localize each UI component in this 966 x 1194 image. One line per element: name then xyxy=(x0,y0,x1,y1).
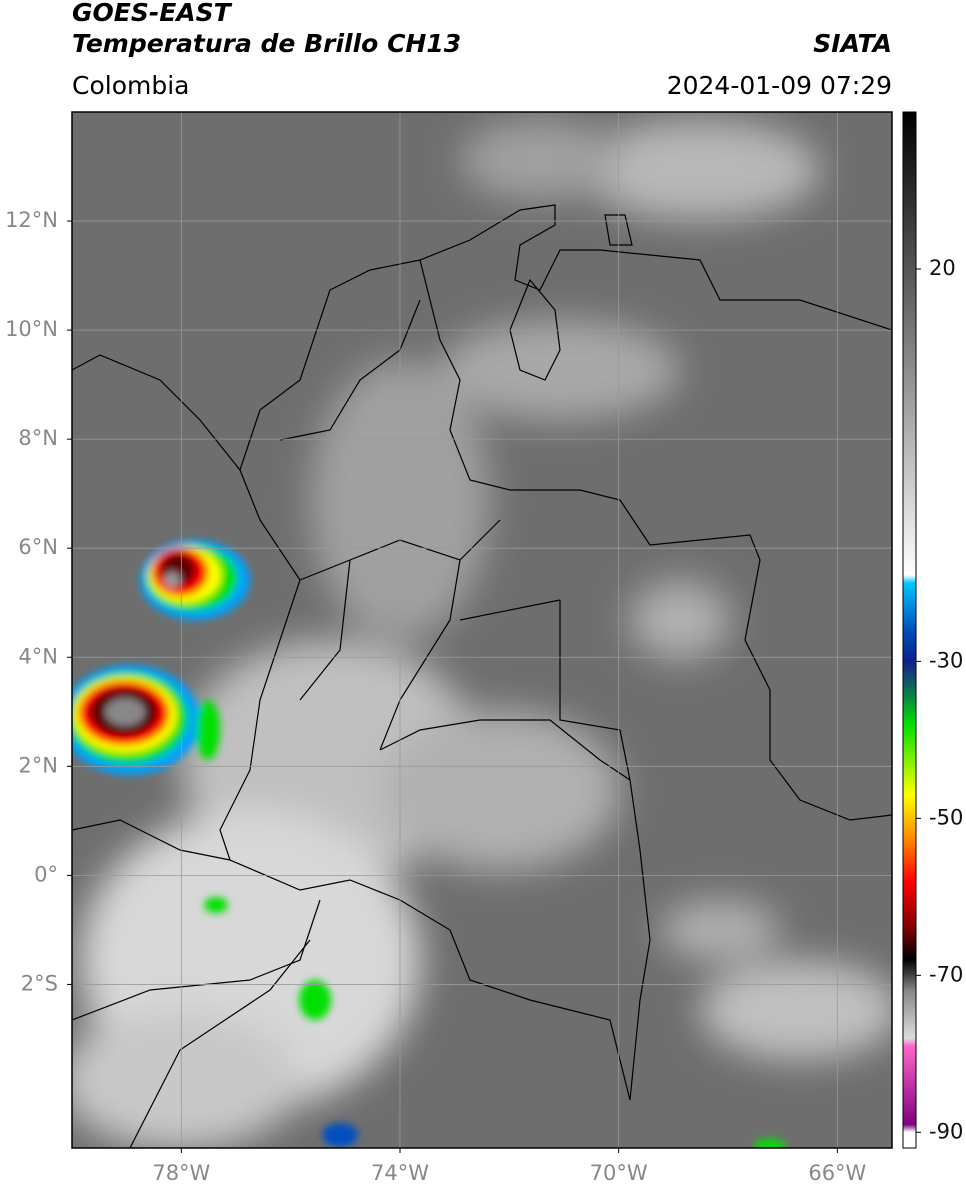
x-tick-label: 78°W xyxy=(152,1161,210,1185)
y-tick-label: 12°N xyxy=(5,208,58,232)
source: SIATA xyxy=(813,29,892,58)
colorbar: -90 -70 -50 -30 20 xyxy=(902,111,963,1149)
y-tick-label: 6°N xyxy=(18,535,58,559)
colorbar-fill xyxy=(902,111,917,1149)
subtitle: Temperatura de Brillo CH13 xyxy=(72,29,461,58)
colorbar-tick-label: -30 xyxy=(929,648,963,672)
title: GOES-EAST xyxy=(72,0,233,27)
y-tick-label: 2°S xyxy=(21,971,58,995)
x-tick-label: 74°W xyxy=(371,1161,429,1185)
grid xyxy=(72,112,892,1148)
y-tick-label: 8°N xyxy=(18,426,58,450)
cloud-field xyxy=(72,120,892,1148)
x-tick-label: 70°W xyxy=(590,1161,648,1185)
colorbar-tick-label: 20 xyxy=(929,256,956,280)
y-tick-label: 0° xyxy=(34,862,58,886)
colorbar-tick-label: -70 xyxy=(929,962,963,986)
datetime: 2024-01-09 07:29 xyxy=(667,71,892,100)
map-image xyxy=(72,112,892,1148)
convective-cells xyxy=(72,540,786,1148)
y-tick-label: 10°N xyxy=(5,317,58,341)
y-tick-label: 2°N xyxy=(18,753,58,777)
y-tick-label: 4°N xyxy=(18,644,58,668)
map-frame xyxy=(71,111,893,1149)
region: Colombia xyxy=(72,71,189,100)
colorbar-tick-label: -50 xyxy=(929,805,963,829)
x-tick-label: 66°W xyxy=(808,1161,866,1185)
colorbar-tick-label: -90 xyxy=(929,1119,963,1143)
